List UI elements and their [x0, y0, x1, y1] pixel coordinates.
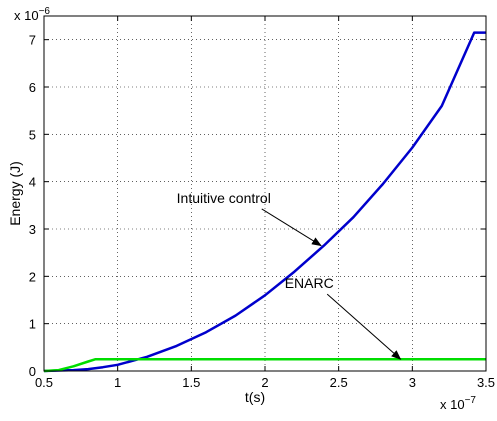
y-tick-label: 2 [29, 269, 36, 284]
x-multiplier-exponent: −7 [465, 395, 477, 406]
annotation-label-2: ENARC [285, 275, 334, 291]
x-tick-label: 2.5 [330, 375, 348, 390]
axis-ticks: 0.5 1 1.5 2 2.5 3 3.5 0 1 2 3 4 5 6 7 [29, 16, 495, 390]
x-tick-label: 3 [409, 375, 416, 390]
y-multiplier-base: x 10 [14, 8, 39, 23]
y-axis-multiplier: x 10−6 [14, 6, 50, 23]
x-tick-label: 1.5 [182, 375, 200, 390]
y-tick-label: 3 [29, 222, 36, 237]
x-axis-multiplier: x 10−7 [440, 395, 476, 412]
annotation-arrow-2 [326, 293, 402, 360]
annotation-label-1: Intuitive control [177, 190, 271, 206]
series-lines [43, 31, 486, 373]
series-line-2 [43, 357, 486, 373]
x-multiplier-base: x 10 [440, 397, 465, 412]
annotations: Intuitive control ENARC [177, 190, 402, 360]
y-axis-label: Energy (J) [7, 161, 23, 226]
y-tick-label: 5 [29, 127, 36, 142]
annotation-arrow-1 [261, 208, 322, 247]
y-multiplier-exponent: −6 [39, 6, 51, 17]
x-tick-label: 0.5 [35, 375, 53, 390]
grid-lines [44, 16, 486, 371]
x-tick-label: 3.5 [477, 375, 495, 390]
x-tick-label: 2 [261, 375, 268, 390]
y-tick-label: 4 [29, 175, 36, 190]
y-tick-label: 7 [29, 33, 36, 48]
series-line-1 [43, 31, 486, 373]
y-tick-label: 0 [29, 364, 36, 379]
y-tick-label: 1 [29, 317, 36, 332]
y-tick-label: 6 [29, 80, 36, 95]
x-axis-label: t(s) [245, 389, 265, 405]
x-tick-label: 1 [114, 375, 121, 390]
